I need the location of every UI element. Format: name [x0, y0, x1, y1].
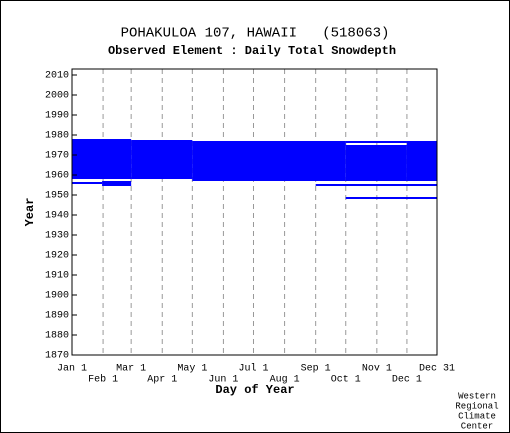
x-tick-label: Dec 1 — [392, 375, 422, 386]
x-tick-label: Jun 1 — [208, 375, 238, 386]
chart-title: POHAKULOA 107, HAWAII (518063) — [121, 26, 390, 42]
y-tick-label: 1890 — [45, 311, 69, 322]
credit-line: Climate — [458, 411, 496, 421]
credit-line: Center — [461, 421, 493, 431]
y-tick-label: 2010 — [45, 71, 69, 82]
data-bar — [345, 197, 437, 199]
data-bar — [72, 139, 132, 179]
data-bar — [192, 141, 346, 181]
y-tick-label: 1920 — [45, 251, 69, 262]
plot-border — [71, 68, 438, 356]
data-bar — [345, 145, 407, 181]
x-tick-label: Jan 1 — [57, 364, 87, 375]
y-tick-label: 1900 — [45, 291, 69, 302]
chart-subtitle: Observed Element : Daily Total Snowdepth — [108, 44, 396, 58]
x-tick-label: Apr 1 — [147, 375, 177, 386]
y-tick-label: 1930 — [45, 231, 69, 242]
credit-line: Regional — [455, 401, 498, 411]
y-tick-label: 1960 — [45, 171, 69, 182]
y-tick-label: 1980 — [45, 131, 69, 142]
data-bar — [72, 182, 103, 184]
y-tick-label: 1880 — [45, 331, 69, 342]
x-tick-label: Mar 1 — [116, 364, 146, 375]
data-bar — [102, 181, 132, 186]
credit-line: Western — [458, 391, 496, 401]
x-tick-label: Jul 1 — [238, 363, 268, 375]
x-tick-label: Oct 1 — [331, 375, 361, 386]
x-tick-label: Sep 1 — [301, 364, 331, 375]
y-tick-label: 1940 — [45, 211, 69, 222]
y-axis-label: Year — [23, 198, 37, 227]
y-tick-label: 1950 — [45, 191, 69, 202]
x-axis-label: Day of Year — [215, 383, 294, 397]
data-bar — [345, 141, 407, 143]
y-tick-label: 1970 — [45, 151, 69, 162]
data-bar — [131, 140, 193, 179]
x-tick-label: Nov 1 — [362, 364, 392, 375]
y-tick-label: 1990 — [45, 111, 69, 122]
x-tick-label: Dec 31 — [419, 364, 455, 375]
x-tick-label: May 1 — [177, 364, 207, 375]
x-tick-label: Feb 1 — [88, 374, 118, 386]
x-tick-label: Aug 1 — [270, 375, 300, 386]
y-tick-label: 1870 — [45, 351, 69, 362]
data-bar — [315, 184, 437, 186]
y-tick-label: 2000 — [45, 91, 69, 102]
y-tick-label: 1910 — [45, 271, 69, 282]
data-bar — [406, 141, 437, 181]
